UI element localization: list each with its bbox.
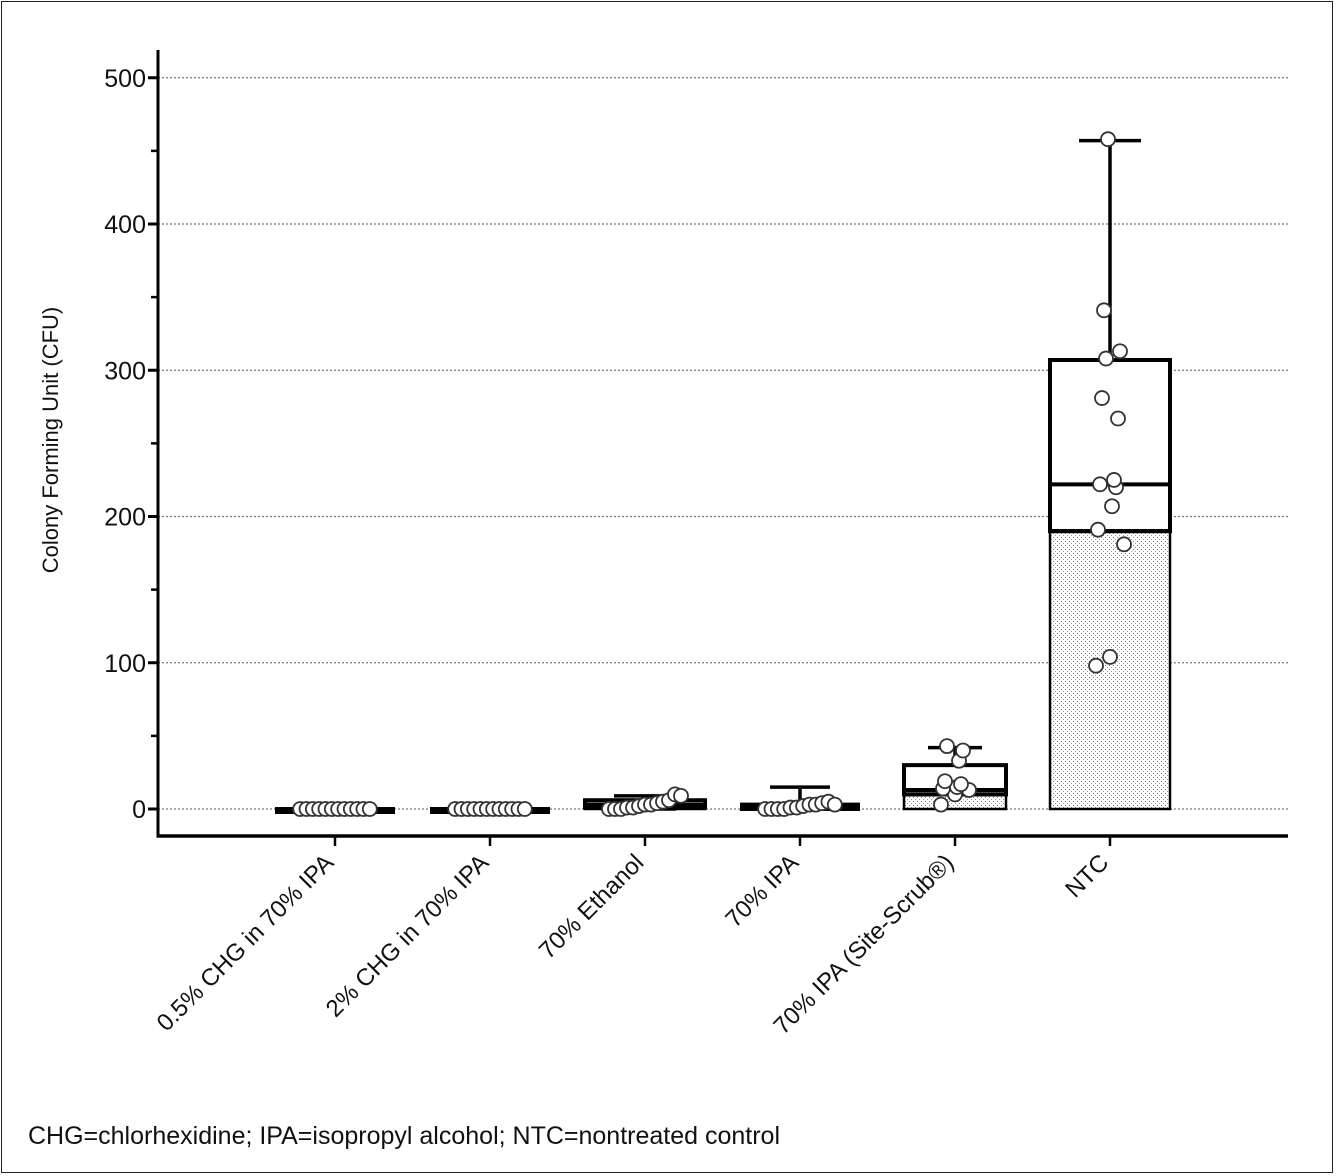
data-point: [826, 796, 843, 813]
y-tick-label: 300: [104, 357, 146, 385]
data-point: [933, 796, 949, 813]
data-point: [1102, 649, 1118, 665]
x-tick-label: 70% Ethanol: [534, 849, 649, 964]
y-tick-label: 200: [104, 504, 146, 532]
axes: [148, 50, 1288, 846]
data-point: [1106, 472, 1122, 488]
data-point: [361, 801, 378, 817]
data-point: [953, 776, 969, 793]
data-point: [1088, 657, 1104, 674]
labels: 0 100 200 300 400 500 Colony Forming Unit (CFU…: [38, 65, 1114, 1040]
data-point: [516, 801, 533, 817]
y-tick-label: 500: [104, 65, 146, 93]
y-axis-label: Colony Forming Unit (CFU): [38, 307, 63, 574]
y-tick-label: 100: [104, 650, 146, 678]
data-point: [955, 742, 971, 759]
data-point: [1112, 343, 1128, 360]
data-point: [1098, 350, 1114, 367]
data-point: [1116, 536, 1132, 553]
data-point: [673, 787, 689, 804]
x-tick-label: 0.5% CHG in 70% IPA: [152, 849, 340, 1037]
x-tick-label: 70% IPA (Site-Scrub®): [769, 849, 960, 1040]
boxes: [275, 138, 1172, 814]
data-point: [1104, 498, 1120, 515]
data-point: [1100, 131, 1116, 148]
data-point: [939, 738, 955, 755]
data-point: [1110, 410, 1126, 427]
box-stipple: [1048, 529, 1172, 811]
y-tick-label: 400: [104, 211, 146, 239]
x-tick-label: 2% CHG in 70% IPA: [321, 849, 494, 1022]
data-point: [1090, 521, 1106, 538]
data-point: [1096, 302, 1112, 319]
footnote: CHG=chlorhexidine; IPA=isopropyl alcohol…: [28, 1122, 781, 1150]
data-point: [1094, 390, 1110, 406]
data-points: [292, 131, 1132, 817]
x-tick-label: NTC: [1060, 849, 1114, 903]
data-point: [1092, 476, 1108, 493]
x-tick-label: 70% IPA: [720, 849, 804, 933]
y-tick-label: 0: [132, 796, 146, 824]
data-point: [937, 773, 953, 790]
